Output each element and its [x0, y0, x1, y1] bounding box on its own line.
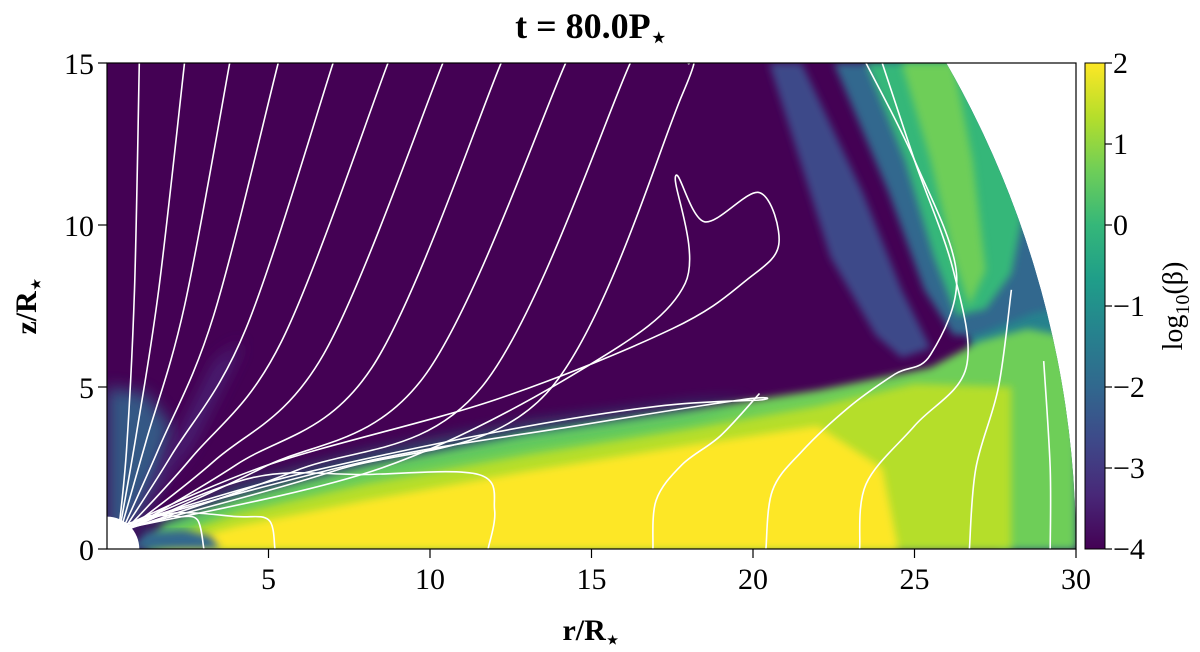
colorbar-tick-label: −4	[1113, 533, 1145, 566]
y-tick-label: 0	[79, 534, 94, 567]
beta-heatmap	[107, 63, 1076, 549]
colorbar-tick-label: −1	[1113, 290, 1145, 323]
field-line-19	[968, 289, 1013, 549]
field-line-1	[115, 63, 186, 546]
field-line-20	[1042, 361, 1052, 549]
x-axis-ticks: 5 10 15 20 25 30	[261, 549, 1091, 596]
y-axis-label: z/R⋆	[10, 277, 48, 334]
x-tick-label: 15	[577, 563, 607, 596]
colorbar-tick-label: 2	[1113, 47, 1128, 80]
x-tick-label: 5	[261, 563, 276, 596]
disk-yellow-core	[155, 425, 899, 549]
field-line-11	[119, 174, 780, 531]
field-line-3	[115, 63, 279, 543]
field-line-8	[116, 63, 567, 536]
colorbar-tick-label: 0	[1113, 209, 1128, 242]
x-tick-label: 25	[900, 563, 930, 596]
field-line-4	[116, 63, 334, 542]
y-tick-label: 5	[79, 372, 94, 405]
field-line-2	[115, 63, 231, 545]
heatmap-domain	[107, 63, 1076, 549]
colorbar-tick-label: 1	[1113, 128, 1128, 161]
star-vicinity-band	[129, 529, 221, 549]
shell-inner-edge	[769, 63, 931, 358]
x-tick-label: 30	[1061, 563, 1091, 596]
field-line-6	[116, 63, 444, 539]
corona-region	[107, 63, 1076, 549]
colorbar-tick-label: −3	[1113, 452, 1145, 485]
colorbar-tick-label: −2	[1113, 371, 1145, 404]
field-line-7	[116, 63, 502, 537]
y-tick-label: 10	[64, 210, 94, 243]
field-line-15	[119, 470, 496, 549]
y-tick-label: 15	[64, 48, 94, 81]
x-tick-label: 10	[415, 563, 445, 596]
field-line-13	[119, 514, 205, 549]
inner-flare-1	[126, 341, 243, 533]
x-tick-label: 20	[738, 563, 768, 596]
outer-shell-lightgreen	[901, 63, 986, 306]
colorbar-label: log10(β)	[1158, 262, 1194, 351]
chart-title: t = 80.0P⋆	[515, 6, 667, 52]
x-axis-label: r/R⋆	[562, 614, 619, 652]
colorbar-ticks: −4 −3 −2 −1 0 1 2	[1105, 47, 1145, 566]
field-line-0	[115, 63, 141, 548]
colorbar	[1084, 62, 1106, 550]
field-line-18	[858, 63, 969, 549]
y-axis-ticks: 0 5 10 15	[64, 48, 107, 567]
field-line-5	[116, 63, 389, 540]
field-line-10	[116, 63, 695, 532]
field-line-12	[119, 396, 769, 528]
field-line-14	[119, 511, 276, 549]
magnetic-field-lines	[115, 63, 1052, 549]
field-line-16	[652, 392, 761, 549]
